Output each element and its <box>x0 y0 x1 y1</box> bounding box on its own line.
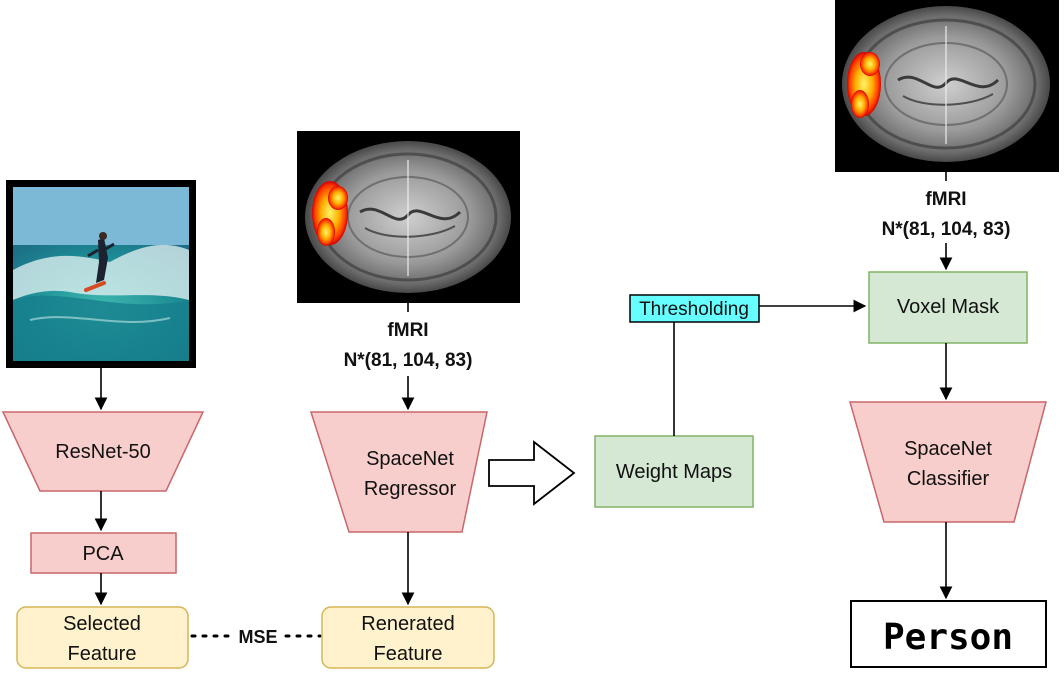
selected-feature-line1: Selected <box>63 613 141 635</box>
renerated-feature-line1: Renerated <box>361 613 454 635</box>
fmri-brain-image-left <box>297 131 520 303</box>
fmri-brain-image-right <box>835 0 1059 172</box>
classifier-line2: Classifier <box>907 468 990 490</box>
selected-feature-line2: Feature <box>68 643 137 665</box>
fmri-right-title: fMRI <box>925 189 966 210</box>
fmri-left-title: fMRI <box>387 320 428 341</box>
surfer-photo <box>6 180 196 368</box>
spacenet-regressor-block: SpaceNet Regressor <box>309 411 488 533</box>
voxel-mask-label: Voxel Mask <box>897 296 1000 318</box>
block-arrow-to-weight-maps <box>488 440 576 506</box>
regressor-line1: SpaceNet <box>366 448 454 470</box>
output-person-box: Person <box>850 600 1047 668</box>
pca-label: PCA <box>82 543 124 565</box>
thresholding-label: Thresholding <box>639 299 749 320</box>
fmri-right-shape: N*(81, 104, 83) <box>882 219 1011 240</box>
mse-link: MSE <box>190 627 322 647</box>
regressor-line2: Regressor <box>364 478 457 500</box>
fmri-left-shape: N*(81, 104, 83) <box>344 350 473 371</box>
classifier-line1: SpaceNet <box>904 438 992 460</box>
renerated-feature-line2: Feature <box>374 643 443 665</box>
weight-maps-block: Weight Maps <box>594 435 754 508</box>
thresholding-block: Thresholding <box>629 294 760 323</box>
spacenet-classifier-block: SpaceNet Classifier <box>849 401 1047 523</box>
renerated-feature-block: Renerated Feature <box>321 606 495 669</box>
output-label: Person <box>883 617 1013 658</box>
resnet-50-block: ResNet-50 <box>1 411 205 492</box>
pca-block: PCA <box>30 532 177 574</box>
weight-maps-label: Weight Maps <box>616 461 732 483</box>
mse-label: MSE <box>238 627 277 647</box>
voxel-mask-block: Voxel Mask <box>868 271 1028 344</box>
resnet-50-label: ResNet-50 <box>55 441 151 463</box>
selected-feature-block: Selected Feature <box>16 606 189 669</box>
